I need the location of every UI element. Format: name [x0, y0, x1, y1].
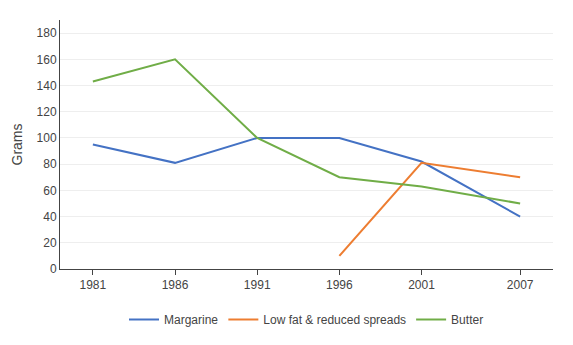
svg-text:Low fat & reduced spreads: Low fat & reduced spreads	[263, 313, 406, 327]
svg-text:120: 120	[37, 105, 57, 119]
svg-text:100: 100	[37, 131, 57, 145]
svg-text:160: 160	[37, 53, 57, 67]
svg-text:Grams: Grams	[9, 124, 25, 166]
svg-text:140: 140	[37, 79, 57, 93]
svg-text:1986: 1986	[162, 278, 189, 292]
svg-text:0: 0	[50, 262, 57, 276]
svg-text:1991: 1991	[244, 278, 271, 292]
svg-text:40: 40	[43, 210, 57, 224]
svg-text:1981: 1981	[80, 278, 107, 292]
svg-text:80: 80	[43, 157, 57, 171]
svg-text:Butter: Butter	[451, 313, 483, 327]
svg-text:20: 20	[43, 236, 57, 250]
svg-text:2001: 2001	[408, 278, 435, 292]
svg-text:2007: 2007	[507, 278, 534, 292]
svg-text:180: 180	[37, 26, 57, 40]
svg-text:Margarine: Margarine	[164, 313, 218, 327]
svg-text:1996: 1996	[326, 278, 353, 292]
svg-text:60: 60	[43, 184, 57, 198]
